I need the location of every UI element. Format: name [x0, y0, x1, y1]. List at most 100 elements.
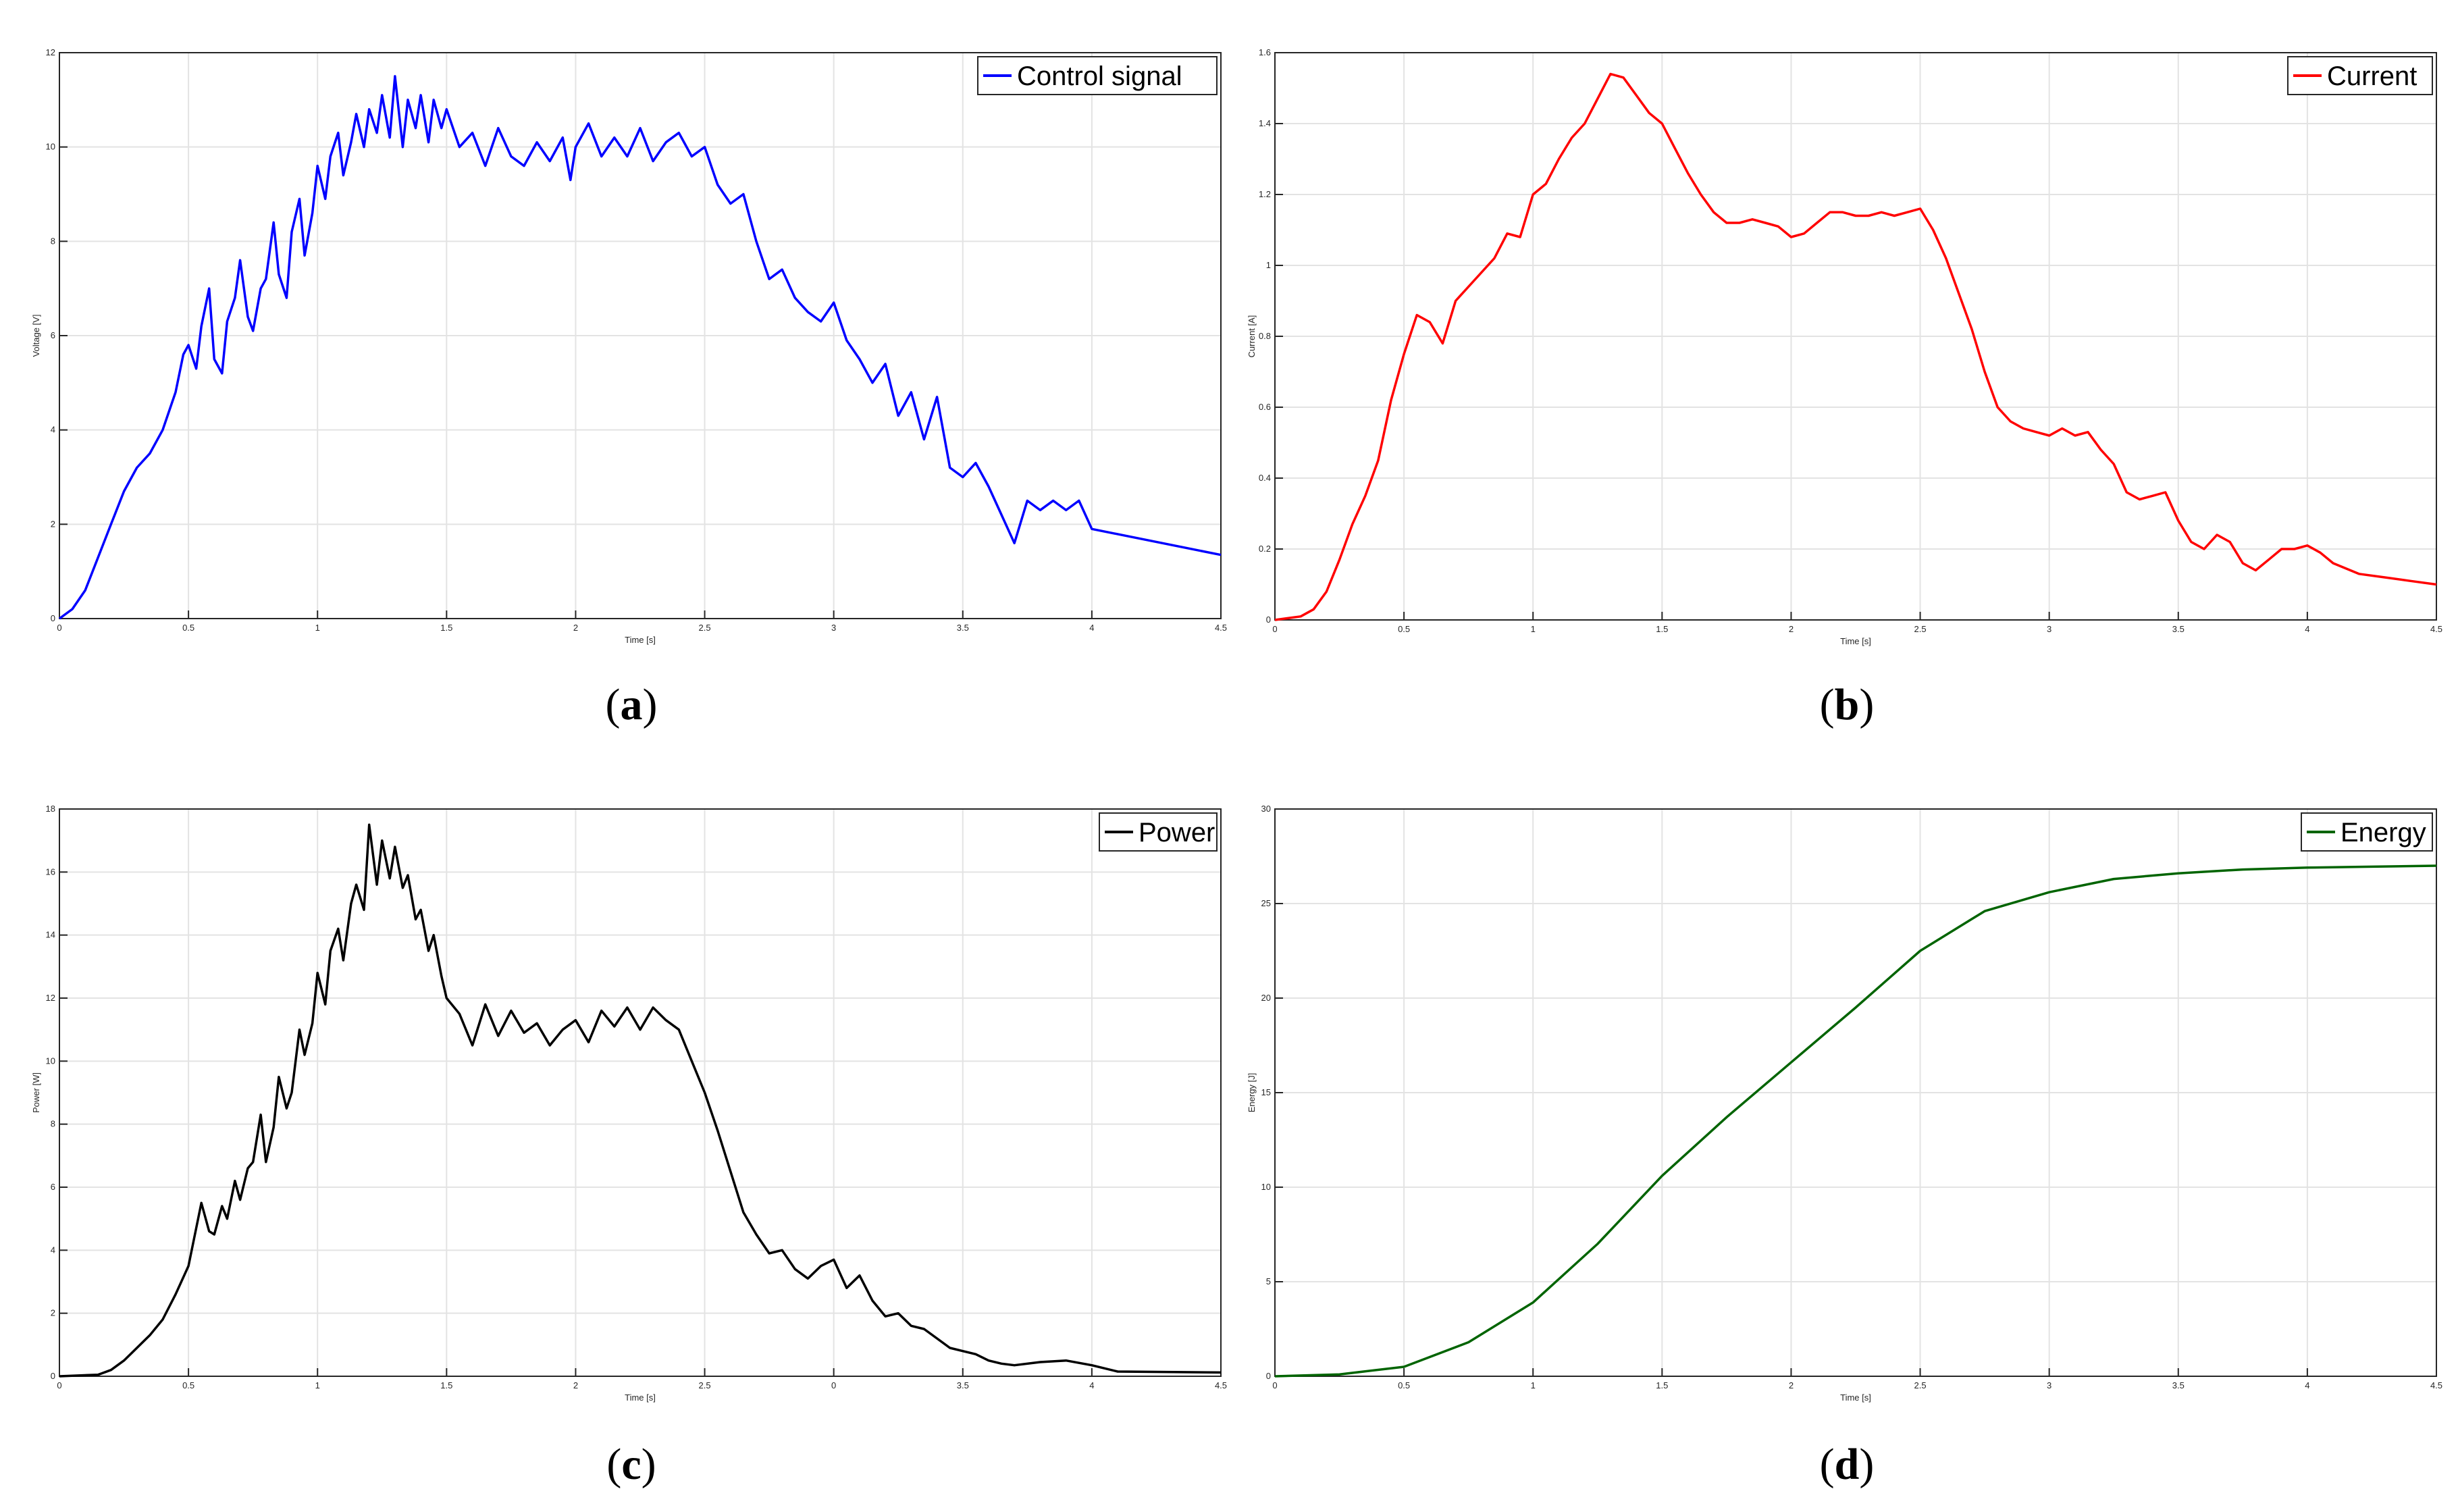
axes-border	[1274, 808, 2437, 1377]
x-axis-label: Time [s]	[1840, 636, 1871, 646]
y-tick-label: 10	[46, 142, 55, 152]
y-axis-label: Energy [J]	[1247, 1073, 1257, 1113]
y-tick-label: 0.8	[1259, 331, 1271, 341]
y-tick-label: 20	[1261, 993, 1271, 1003]
panel-d-energy: 0 0.5 1 1.5 2 2.5 3 3.5 4 4.5 0 5 10 15 20 25 30 Time [s]…	[1247, 804, 2442, 1403]
x-tick-label: 2.5	[699, 1380, 711, 1390]
x-tick-label: 1	[1531, 1380, 1536, 1390]
axes-border	[59, 52, 1222, 619]
caption-a: (a)	[606, 680, 658, 729]
y-tick-label: 5	[1266, 1276, 1271, 1286]
series-line	[1274, 864, 2437, 1378]
y-tick-label: 0	[1266, 615, 1271, 625]
y-tick-label: 1	[1266, 260, 1271, 270]
y-tick-label: 0.6	[1259, 402, 1271, 412]
x-axis-label: Time [s]	[625, 1392, 656, 1403]
x-tick-label: 2.5	[699, 623, 711, 633]
y-tick-label: 6	[51, 1182, 55, 1192]
x-tick-label: 0	[1272, 1380, 1277, 1390]
x-tick-label: 2	[573, 1380, 578, 1390]
x-tick-label: 1.5	[1656, 1380, 1668, 1390]
x-tick-label: 1	[1531, 624, 1536, 634]
x-tick-label: 4.5	[2430, 1380, 2442, 1390]
x-tick-label: 4.5	[2430, 624, 2442, 634]
x-tick-label: 0	[57, 623, 61, 633]
x-tick-label: 0	[1272, 624, 1277, 634]
x-tick-label: 3.5	[957, 623, 969, 633]
y-tick-label: 4	[51, 1245, 55, 1255]
legend: Current	[2287, 56, 2433, 95]
x-tick-label: 4	[1089, 623, 1094, 633]
y-tick-label: 8	[51, 236, 55, 246]
x-tick-label: 3	[2047, 624, 2051, 634]
y-tick-label: 0.2	[1259, 544, 1271, 554]
x-tick-label: 2.5	[1914, 624, 1927, 634]
x-tick-label: 1	[315, 623, 320, 633]
legend: Control signal	[977, 56, 1218, 95]
y-tick-label: 10	[1261, 1182, 1271, 1192]
x-tick-label: 3	[2047, 1380, 2051, 1390]
caption-b: (b)	[1820, 680, 1875, 729]
legend: Power	[1099, 812, 1218, 852]
legend-label: Current	[2327, 61, 2417, 91]
y-tick-label: 15	[1261, 1087, 1271, 1097]
y-tick-label: 1.4	[1259, 118, 1271, 128]
x-tick-label: 1.5	[440, 623, 452, 633]
y-tick-label: 0	[1266, 1371, 1271, 1381]
x-axis-label: Time [s]	[625, 635, 656, 645]
y-tick-label: 14	[46, 930, 55, 940]
x-tick-label: 1.5	[1656, 624, 1668, 634]
legend: Energy	[2301, 812, 2433, 852]
panel-a-control-signal: 0 0.5 1 1.5 2 2.5 3 3.5 4 4.5 0 2 4 6 8 10 12 Time [s] Vol…	[31, 47, 1227, 645]
legend-box	[977, 56, 1218, 95]
y-tick-label: 0	[51, 613, 55, 623]
y-tick-label: 8	[51, 1119, 55, 1129]
y-tick-label: 0.4	[1259, 473, 1271, 483]
y-tick-label: 1.6	[1259, 47, 1271, 57]
x-tick-label: 0.5	[182, 623, 194, 633]
y-tick-label: 12	[46, 47, 55, 57]
series-line	[1274, 72, 2437, 621]
caption-d: (d)	[1820, 1440, 1875, 1489]
x-tick-label: 4.5	[1215, 1380, 1227, 1390]
y-tick-label: 16	[46, 866, 55, 877]
series-line	[59, 823, 1222, 1378]
x-tick-label: 3	[831, 623, 836, 633]
series-line	[58, 75, 1222, 620]
y-axis-label: Power [W]	[31, 1072, 41, 1113]
y-tick-label: 0	[51, 1371, 55, 1381]
x-tick-label: 2	[573, 623, 578, 633]
y-axis-label: Voltage [V]	[31, 315, 41, 357]
y-tick-label: 18	[46, 804, 55, 814]
y-tick-label: 2	[51, 1308, 55, 1318]
y-tick-label: 2	[51, 519, 55, 529]
y-tick-label: 30	[1261, 804, 1271, 814]
x-tick-label: 3.5	[2172, 624, 2185, 634]
x-tick-label: 3.5	[957, 1380, 969, 1390]
legend-label: Energy	[2341, 818, 2426, 848]
x-tick-label: 0	[57, 1380, 61, 1390]
y-axis-label: Current [A]	[1247, 315, 1257, 358]
x-tick-label: 2	[1789, 1380, 1794, 1390]
x-tick-label: 4	[2305, 624, 2309, 634]
x-tick-label: 4	[1089, 1380, 1094, 1390]
panel-c-power: 0 0.5 1 1.5 2 2.5 0 3.5 4 4.5 0 2 4 6 8 10 12 14 16 18 Time …	[31, 804, 1227, 1403]
y-tick-label: 6	[51, 330, 55, 340]
x-axis-label: Time [s]	[1840, 1392, 1871, 1403]
x-tick-label: 2	[1789, 624, 1794, 634]
x-tick-label: 0.5	[1398, 624, 1410, 634]
y-tick-label: 25	[1261, 898, 1271, 908]
axes-border	[59, 808, 1222, 1377]
x-tick-label: 1.5	[440, 1380, 452, 1390]
x-tick-label: 1	[315, 1380, 320, 1390]
x-tick-label: 0	[831, 1380, 836, 1390]
y-tick-label: 12	[46, 993, 55, 1003]
y-tick-label: 1.2	[1259, 189, 1271, 199]
panel-b-current: 0 0.5 1 1.5 2 2.5 3 3.5 4 4.5 0 0.2 0.4 0.6 0.8 1 1.2 1.4…	[1247, 47, 2442, 646]
x-tick-label: 2.5	[1914, 1380, 1927, 1390]
x-tick-label: 4	[2305, 1380, 2309, 1390]
caption-c: (c)	[606, 1440, 656, 1489]
x-tick-label: 3.5	[2172, 1380, 2185, 1390]
axes-border	[1274, 52, 2437, 621]
